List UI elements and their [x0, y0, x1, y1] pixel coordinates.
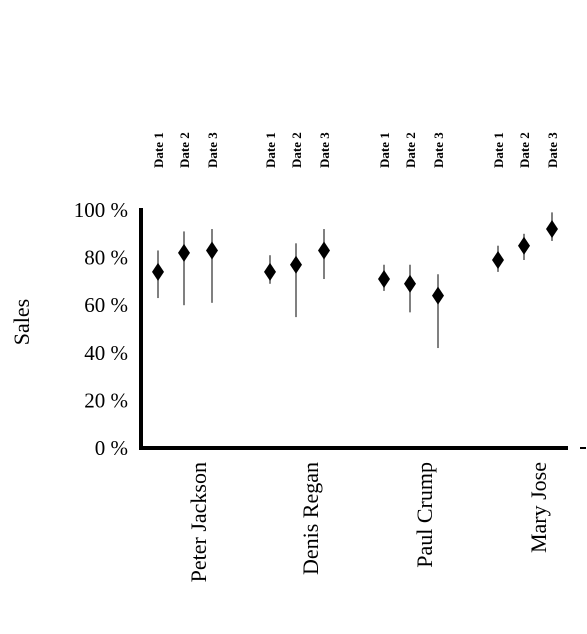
data-point-marker — [492, 250, 504, 269]
category-label: Peter Jackson — [186, 462, 211, 582]
data-markers — [152, 220, 558, 305]
category-label: Mary Jose — [526, 462, 551, 553]
data-point-marker — [518, 236, 530, 255]
date-label: Date 2 — [289, 132, 304, 168]
date-labels: Date 1 Date 2 Date 3 Date 1 Date 2 Date 3 Date… — [151, 132, 560, 168]
date-label: Date 1 — [491, 132, 506, 168]
date-label: Date 2 — [403, 132, 418, 168]
category-label: Denis Regan — [298, 462, 323, 575]
date-label: Date 1 — [377, 132, 392, 168]
category-label: Paul Crump — [412, 462, 437, 568]
category-labels: Peter Jackson Denis Regan Paul Crump Mary J… — [186, 462, 551, 582]
data-point-marker — [318, 241, 330, 260]
date-label: Date 3 — [205, 132, 220, 168]
y-tick-label: 100 % — [74, 198, 128, 222]
y-tick-label: 20 % — [84, 388, 128, 412]
date-label: Date 3 — [317, 132, 332, 168]
data-point-marker — [290, 255, 302, 274]
date-label: Date 3 — [431, 132, 446, 168]
data-point-marker — [178, 243, 190, 262]
data-point-marker — [152, 262, 164, 281]
data-point-marker — [432, 286, 444, 305]
date-label: Date 2 — [517, 132, 532, 168]
error-bars — [157, 212, 553, 349]
date-label: Date 1 — [263, 132, 278, 168]
data-point-marker — [264, 262, 276, 281]
date-label: Date 2 — [177, 132, 192, 168]
data-point-marker — [378, 270, 390, 289]
y-tick-labels: 0 % 20 % 40 % 60 % 80 % 100 % — [74, 198, 128, 460]
data-point-marker — [546, 220, 558, 239]
date-label: Date 3 — [545, 132, 560, 168]
y-tick-label: 80 % — [84, 246, 128, 270]
data-point-marker — [206, 241, 218, 260]
y-tick-label: 0 % — [95, 436, 128, 460]
data-point-marker — [404, 274, 416, 293]
y-axis-label: Sales — [9, 299, 34, 345]
y-tick-label: 60 % — [84, 293, 128, 317]
y-tick-label: 40 % — [84, 341, 128, 365]
date-label: Date 1 — [151, 132, 166, 168]
